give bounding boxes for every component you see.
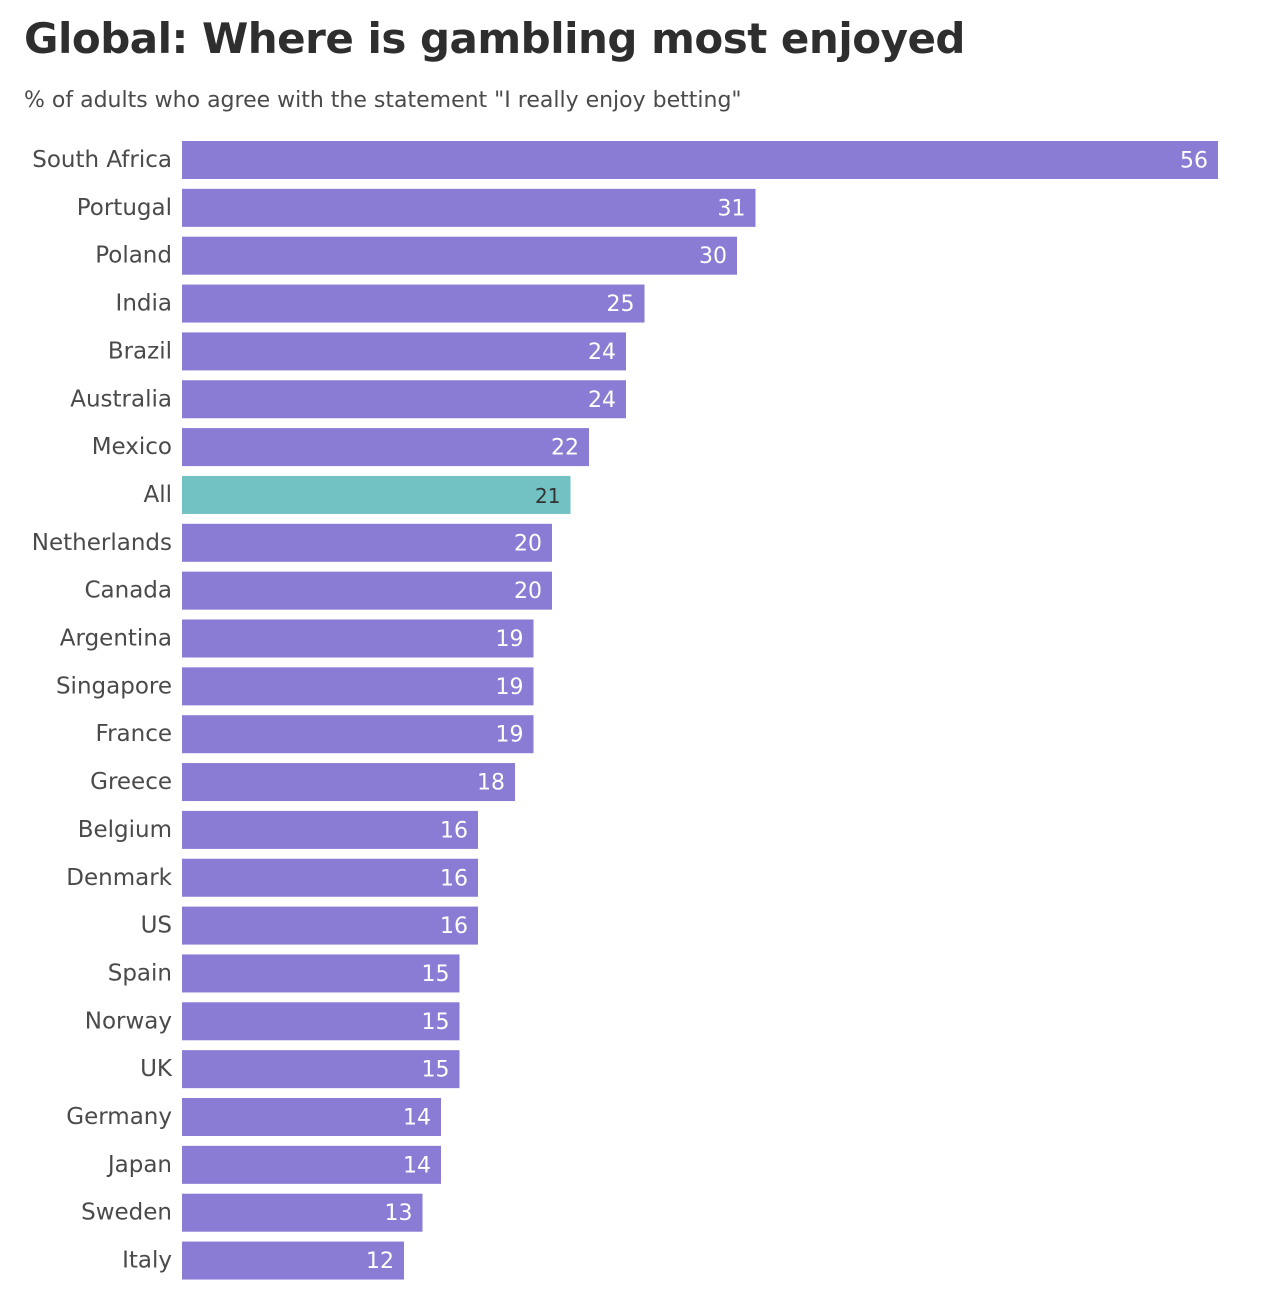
bar-group-all: All 21 bbox=[143, 475, 571, 514]
category-label: Italy bbox=[122, 1248, 172, 1274]
bar-group-portugal: Portugal 31 bbox=[77, 188, 756, 227]
value-label: 22 bbox=[551, 436, 579, 461]
category-label: UK bbox=[140, 1056, 173, 1082]
bar bbox=[182, 1098, 441, 1136]
category-label: Sweden bbox=[81, 1200, 172, 1226]
category-label: Denmark bbox=[66, 865, 172, 891]
bar bbox=[182, 619, 534, 658]
bar bbox=[182, 428, 589, 467]
value-label: 15 bbox=[422, 962, 450, 987]
bar bbox=[182, 236, 737, 275]
bar bbox=[182, 475, 571, 514]
value-label: 12 bbox=[366, 1249, 394, 1274]
category-label: Portugal bbox=[77, 195, 172, 221]
category-label: Singapore bbox=[56, 673, 172, 699]
bar bbox=[182, 715, 534, 754]
bar-group-japan: Japan 14 bbox=[106, 1145, 441, 1184]
bar bbox=[182, 1145, 441, 1184]
bar-group-south-africa: South Africa 56 bbox=[32, 141, 1218, 179]
bar bbox=[182, 571, 552, 610]
value-label: 19 bbox=[496, 627, 524, 652]
category-label: Canada bbox=[84, 578, 172, 604]
value-label: 21 bbox=[535, 484, 560, 508]
bar-group-netherlands: Netherlands 20 bbox=[32, 523, 552, 562]
bar-group-uk: UK 15 bbox=[140, 1050, 460, 1089]
category-label: Spain bbox=[108, 960, 172, 986]
bar bbox=[182, 954, 460, 993]
bar bbox=[182, 858, 478, 897]
bar bbox=[182, 1241, 404, 1280]
value-label: 30 bbox=[699, 244, 727, 269]
bar-group-spain: Spain 15 bbox=[108, 954, 460, 993]
bar-group-us: US 16 bbox=[141, 906, 478, 945]
bar bbox=[182, 188, 756, 227]
category-label: Poland bbox=[95, 243, 172, 269]
bar-group-india: India 25 bbox=[116, 284, 645, 323]
value-label: 15 bbox=[422, 1010, 450, 1035]
chart-title: Global: Where is gambling most enjoyed bbox=[24, 14, 966, 63]
bar-group-denmark: Denmark 16 bbox=[66, 858, 478, 897]
value-label: 25 bbox=[607, 292, 635, 317]
bar-group-singapore: Singapore 19 bbox=[56, 667, 534, 706]
bar-group-norway: Norway 15 bbox=[85, 1002, 460, 1041]
value-label: 56 bbox=[1180, 149, 1208, 174]
category-label: India bbox=[116, 291, 172, 317]
bar bbox=[182, 1050, 460, 1089]
value-label: 16 bbox=[440, 866, 468, 891]
value-label: 24 bbox=[588, 388, 616, 413]
bar bbox=[182, 380, 626, 419]
bar-group-france: France 19 bbox=[96, 715, 534, 754]
bar bbox=[182, 1002, 460, 1041]
bar bbox=[182, 141, 1218, 179]
value-label: 16 bbox=[440, 818, 468, 843]
bar bbox=[182, 667, 534, 706]
category-label: Brazil bbox=[108, 338, 172, 364]
value-label: 15 bbox=[422, 1058, 450, 1083]
category-label: Mexico bbox=[92, 434, 172, 460]
category-label: Norway bbox=[85, 1008, 172, 1034]
value-label: 14 bbox=[403, 1153, 431, 1178]
value-label: 16 bbox=[440, 914, 468, 939]
bar bbox=[182, 332, 626, 371]
category-label: Greece bbox=[90, 769, 172, 795]
value-label: 20 bbox=[514, 531, 542, 556]
category-label: Australia bbox=[70, 386, 172, 412]
bar-group-canada: Canada 20 bbox=[84, 571, 552, 610]
category-label: Netherlands bbox=[32, 530, 172, 556]
category-label: US bbox=[141, 913, 172, 939]
category-label: France bbox=[96, 721, 172, 747]
chart-subtitle: % of adults who agree with the statement… bbox=[24, 88, 742, 113]
category-label: South Africa bbox=[32, 147, 172, 173]
category-label: Japan bbox=[106, 1152, 172, 1178]
bar-group-germany: Germany 14 bbox=[66, 1098, 441, 1136]
bar bbox=[182, 810, 478, 849]
value-label: 19 bbox=[496, 723, 524, 748]
bar bbox=[182, 523, 552, 562]
bar-group-italy: Italy 12 bbox=[122, 1241, 404, 1280]
bar-group-mexico: Mexico 22 bbox=[92, 428, 589, 467]
bar bbox=[182, 763, 515, 802]
value-label: 31 bbox=[718, 196, 746, 221]
value-label: 14 bbox=[403, 1106, 431, 1131]
bar bbox=[182, 284, 645, 323]
bar-group-greece: Greece 18 bbox=[90, 763, 515, 802]
bar-group-sweden: Sweden 13 bbox=[81, 1193, 423, 1232]
bar-group-brazil: Brazil 24 bbox=[108, 332, 626, 371]
bar-group-australia: Australia 24 bbox=[70, 380, 626, 419]
category-label: All bbox=[143, 482, 172, 508]
value-label: 13 bbox=[385, 1201, 413, 1226]
bar bbox=[182, 1193, 423, 1232]
category-label: Belgium bbox=[78, 817, 172, 843]
bar bbox=[182, 906, 478, 945]
value-label: 20 bbox=[514, 579, 542, 604]
value-label: 18 bbox=[477, 771, 505, 796]
bar-group-argentina: Argentina 19 bbox=[60, 619, 534, 658]
value-label: 19 bbox=[496, 675, 524, 700]
bar-group-poland: Poland 30 bbox=[95, 236, 737, 275]
value-label: 24 bbox=[588, 340, 616, 365]
bar-group-belgium: Belgium 16 bbox=[78, 810, 478, 849]
category-label: Germany bbox=[66, 1104, 172, 1130]
category-label: Argentina bbox=[60, 626, 172, 652]
